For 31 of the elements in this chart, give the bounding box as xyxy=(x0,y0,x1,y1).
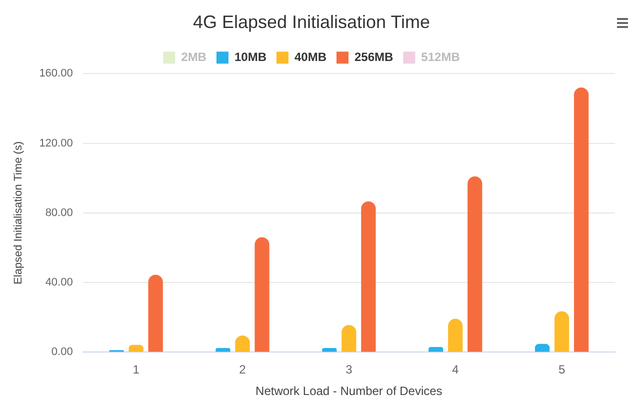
legend-label: 256MB xyxy=(354,50,394,64)
x-tick-label: 1 xyxy=(132,362,140,377)
bar xyxy=(428,346,444,352)
bar xyxy=(468,176,482,352)
bar xyxy=(574,88,589,352)
bar xyxy=(361,201,376,352)
y-tick-label: 80.00 xyxy=(45,206,73,219)
x-tick-label: 3 xyxy=(346,362,353,377)
bar xyxy=(148,274,163,352)
x-tick-label: 2 xyxy=(239,362,246,377)
x-tick-label: 4 xyxy=(452,362,460,377)
legend-label: 512MB xyxy=(421,50,460,64)
bar xyxy=(342,325,356,352)
y-tick-label: 160.00 xyxy=(39,68,73,80)
legend-label: 40MB xyxy=(294,50,327,64)
y-tick-label: 120.00 xyxy=(39,137,73,150)
bar xyxy=(254,237,270,352)
bar xyxy=(534,344,550,352)
bar xyxy=(322,348,337,352)
x-tick-label: 5 xyxy=(558,362,566,377)
bar xyxy=(216,348,230,352)
legend-label: 2MB xyxy=(181,50,207,64)
bar xyxy=(448,318,463,352)
chart-title: 4G Elapsed Initialisation Time xyxy=(192,12,430,32)
bar xyxy=(554,311,570,352)
y-axis-title: Elapsed Initialisation Time (s) xyxy=(12,141,25,284)
bar xyxy=(128,344,144,352)
y-tick-label: 0.00 xyxy=(51,346,73,358)
x-axis-title: Network Load - Number of Devices xyxy=(256,384,442,398)
legend-label: 10MB xyxy=(234,50,267,64)
y-tick-label: 40.00 xyxy=(45,276,73,289)
